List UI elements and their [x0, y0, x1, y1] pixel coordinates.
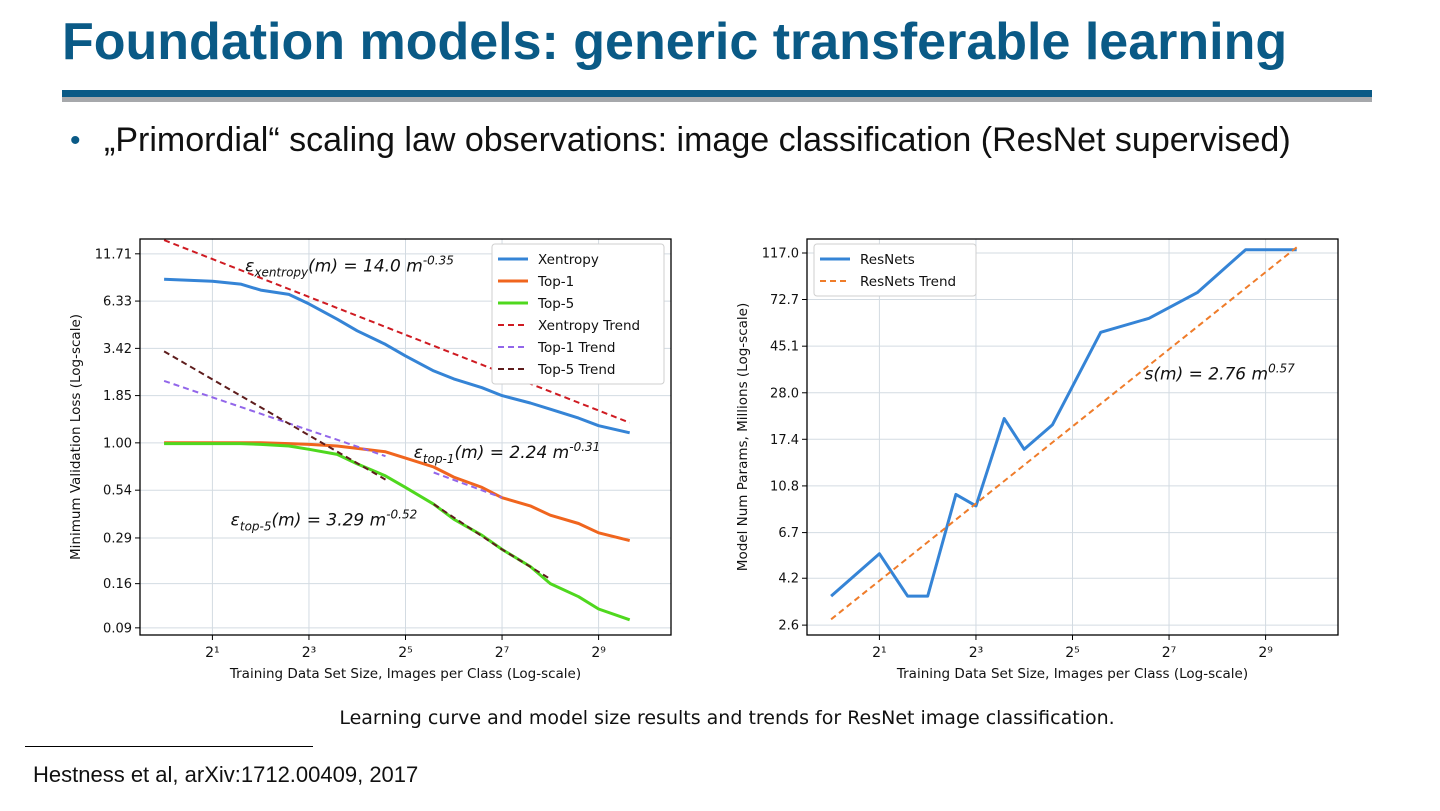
x-tick-label: 2⁹: [1258, 645, 1273, 661]
y-axis-label: Model Num Params, Millions (Log-scale): [735, 303, 751, 571]
x-tick-label: 2⁹: [591, 645, 606, 661]
equation-annotation: εtop-5(m) = 3.29 m-0.52: [231, 508, 418, 534]
title-underline-blue: [62, 90, 1372, 97]
y-axis-label: Minimum Validation Loss (Log-scale): [68, 314, 84, 560]
legend-label-xentropy: Xentropy: [538, 252, 599, 268]
y-tick-label: 17.4: [770, 433, 799, 448]
legend-box: [491, 243, 665, 385]
legend-box: [813, 243, 977, 297]
legend: Xentropy Top-1 Top-5 Xentropy Trend Top-1 Tr…: [491, 243, 665, 385]
y-tick-label: 0.16: [103, 577, 132, 592]
y-tick-label: 2.6: [778, 619, 799, 634]
y-tick-label: 28.0: [770, 386, 799, 401]
x-tick-label: 2⁷: [495, 645, 510, 661]
y-tick-label: 72.7: [770, 293, 799, 308]
x-axis-label: Training Data Set Size, Images per Class…: [896, 666, 1248, 682]
title-underline-gray: [62, 97, 1372, 102]
y-tick-label: 11.71: [95, 247, 132, 262]
x-tick-label: 2¹: [205, 645, 220, 661]
equation-annotation: εtop-1(m) = 2.24 m-0.31: [414, 440, 601, 466]
equation-annotation: s(m) = 2.76 m0.57: [1145, 362, 1296, 385]
legend-label-top-1: Top-1: [537, 274, 574, 290]
x-axis-label: Training Data Set Size, Images per Class…: [229, 666, 581, 682]
series-line-top5-trend-extra: [433, 503, 551, 580]
legend-label-xentropy-trend: Xentropy Trend: [538, 318, 640, 334]
y-tick-label: 0.54: [103, 484, 132, 499]
footnote-divider: [25, 746, 313, 747]
y-tick-label: 0.09: [103, 621, 132, 636]
series-line-top-5: [164, 442, 631, 622]
series-line-xentropy-trend: [163, 239, 631, 424]
slide-title: Foundation models: generic transferable …: [62, 13, 1288, 71]
legend-label-top-1-trend: Top-1 Trend: [537, 340, 615, 356]
x-tick-label: 2⁵: [398, 645, 413, 661]
series-line-top-5-trend: [163, 350, 387, 481]
y-tick-label: 10.8: [770, 479, 799, 494]
y-tick-label: 45.1: [770, 340, 799, 355]
footnote-citation: Hestness et al, arXiv:1712.00409, 2017: [33, 762, 419, 787]
y-tick-label: 3.42: [103, 342, 132, 357]
y-tick-label: 0.29: [103, 531, 132, 546]
series-line-top1-trend-extra: [433, 471, 503, 499]
series-line-top-1: [164, 441, 631, 543]
bullet-point-icon: •: [70, 124, 81, 157]
y-tick-label: 117.0: [762, 246, 799, 261]
y-tick-label: 4.2: [778, 572, 799, 587]
legend-label-resnets: ResNets: [860, 252, 915, 268]
x-tick-label: 2⁷: [1162, 645, 1177, 661]
figure-caption: Learning curve and model size results an…: [339, 707, 1115, 729]
legend-label-resnets-trend: ResNets Trend: [860, 274, 956, 290]
x-tick-label: 2⁵: [1065, 645, 1080, 661]
legend-label-top-5-trend: Top-5 Trend: [537, 362, 615, 378]
learning-curve-chart: 2¹ 2³ 2⁵ 2⁷ 2⁹ 11.71 6.33 3.42 1.85 1.00 0.54 0.29 0…: [68, 238, 672, 682]
legend-label-top-5: Top-5: [537, 296, 574, 312]
model-size-chart: 2¹ 2³ 2⁵ 2⁷ 2⁹ 117.0 72.7 45.1 28.0 17.4 10.8 6.7 4.…: [735, 238, 1339, 682]
y-tick-label: 1.00: [103, 436, 132, 451]
series-line-xentropy: [164, 277, 631, 435]
legend: ResNets ResNets Trend: [813, 243, 977, 297]
x-tick-label: 2¹: [872, 645, 887, 661]
series-line-top-1-trend: [163, 379, 386, 458]
series-line-resnets-trend: [830, 246, 1298, 621]
bullet-text: „Primordial“ scaling law observations: i…: [104, 121, 1291, 159]
x-tick-label: 2³: [969, 645, 984, 661]
series-line-resnets: [830, 248, 1297, 598]
grid: [140, 239, 671, 635]
equation-annotation: εxentropy(m) = 14.0 m-0.35: [245, 254, 454, 280]
y-tick-label: 6.33: [103, 295, 132, 310]
y-tick-label: 6.7: [778, 526, 799, 541]
x-tick-label: 2³: [302, 645, 317, 661]
y-tick-label: 1.85: [103, 389, 132, 404]
